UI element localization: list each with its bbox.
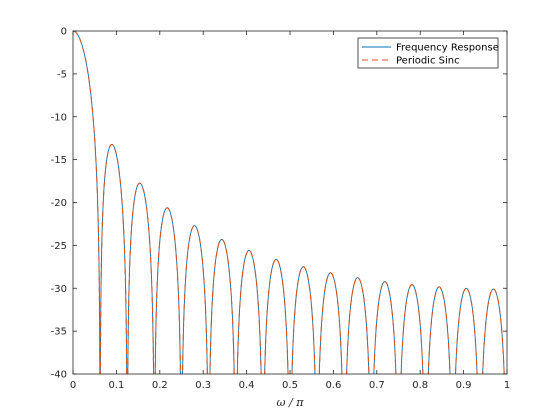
series-line-periodic-sinc <box>73 31 505 374</box>
ticks-layer: 0 0.1 0.2 0.3 0.4 0.5 0.6 0.7 0.8 0.9 1 0 -5 -10 -15 -2… <box>51 27 511 392</box>
y-tick-label: -40 <box>51 370 67 381</box>
y-tick-label: -5 <box>57 69 67 80</box>
x-tick-label: 0.6 <box>325 380 341 391</box>
x-tick-label: 0 <box>70 380 76 391</box>
x-axis-label: ω / π <box>277 396 305 409</box>
x-tick-label: 0.4 <box>239 380 255 391</box>
y-tick-label: -35 <box>51 327 67 338</box>
plot-area <box>73 31 507 374</box>
x-tick-label: 0.5 <box>282 380 298 391</box>
legend-box <box>357 37 499 69</box>
legend-label: Frequency Response <box>396 43 499 54</box>
y-tick-label: 0 <box>61 27 67 38</box>
y-tick-label: -30 <box>51 284 67 295</box>
y-tick-label: -10 <box>51 112 67 123</box>
series-layer <box>73 31 505 374</box>
legend-label: Periodic Sinc <box>396 56 460 67</box>
y-tick-label: -20 <box>51 198 67 209</box>
legend: Frequency Response Periodic Sinc <box>357 37 499 69</box>
x-tick-label: 0.8 <box>412 380 428 391</box>
x-tick-label: 0.7 <box>369 380 385 391</box>
x-tick-label: 0.1 <box>108 380 124 391</box>
y-tick-label: -15 <box>51 155 67 166</box>
y-tick-label: -25 <box>51 241 67 252</box>
x-tick-label: 0.3 <box>195 380 211 391</box>
x-tick-label: 1 <box>504 380 510 391</box>
x-tick-label: 0.9 <box>456 380 472 391</box>
x-tick-label: 0.2 <box>152 380 168 391</box>
